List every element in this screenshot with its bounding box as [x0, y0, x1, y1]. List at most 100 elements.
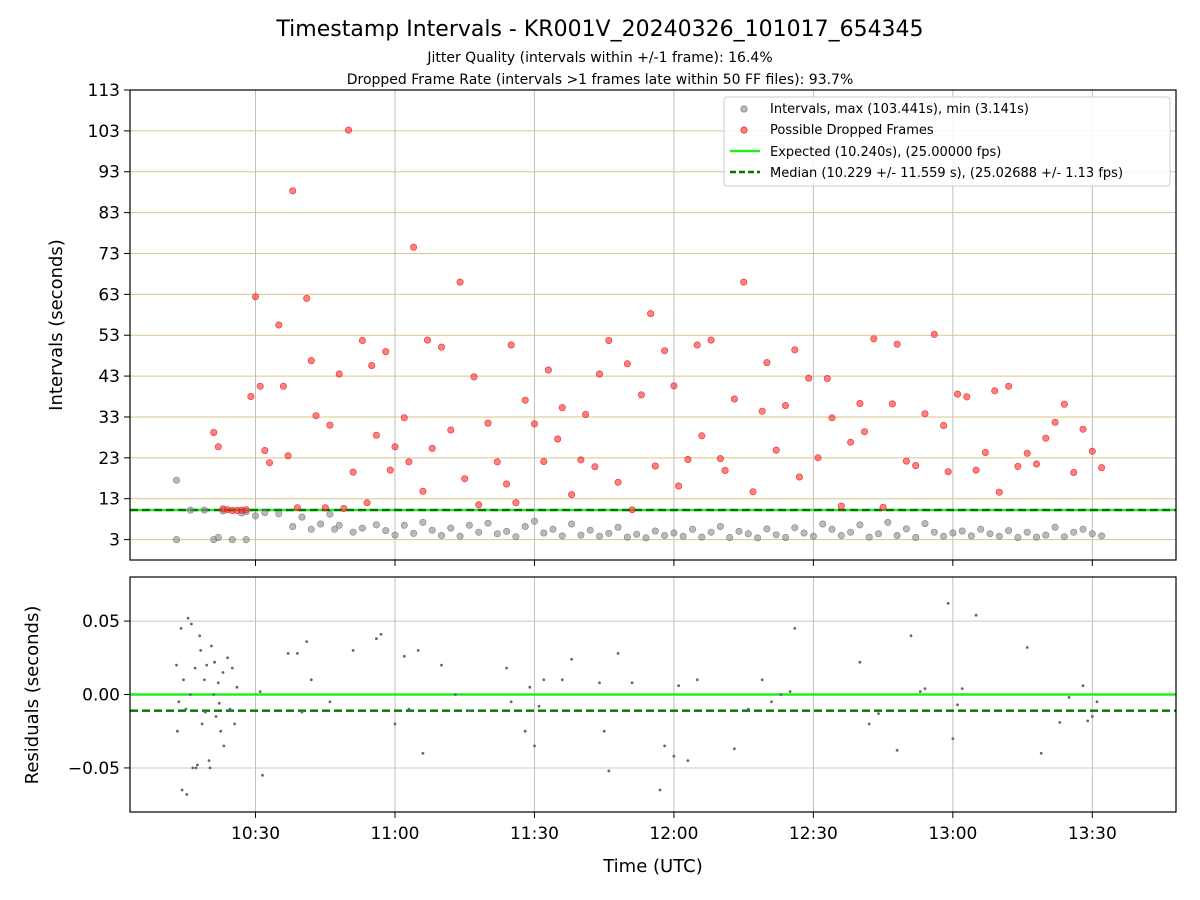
residual-point — [182, 678, 185, 682]
dropped-frame-point — [991, 387, 999, 395]
dropped-frame-point — [1042, 434, 1050, 442]
residual-point — [663, 744, 666, 748]
residual-point — [1039, 751, 1043, 755]
interval-point — [930, 528, 938, 536]
interval-point — [642, 534, 650, 542]
interval-point — [763, 525, 771, 533]
dropped-frame-point — [963, 393, 971, 401]
interval-point — [884, 518, 892, 526]
y-tick-label: 103 — [88, 122, 120, 142]
dropped-frame-point — [651, 462, 659, 470]
interval-point — [679, 532, 687, 540]
y-tick-label: 113 — [88, 81, 120, 101]
x-tick-label: 12:30 — [789, 824, 838, 844]
dropped-frame-point — [740, 278, 748, 286]
interval-point — [995, 532, 1003, 540]
interval-point — [707, 528, 715, 536]
dropped-frame-point — [503, 480, 511, 488]
residual-point — [200, 722, 204, 726]
residual-point — [375, 637, 378, 641]
residual-point — [793, 627, 797, 630]
residual-point — [616, 652, 620, 655]
x-tick-label: 13:00 — [928, 824, 977, 844]
dropped-frame-point — [893, 340, 901, 348]
interval-point — [595, 532, 603, 540]
residual-point — [212, 693, 216, 696]
intervals-points — [173, 126, 1106, 544]
dropped-frame-point — [405, 458, 413, 466]
residual-point — [185, 793, 189, 796]
interval-point — [1023, 528, 1031, 536]
y-tick-label: 13 — [98, 490, 120, 510]
dropped-frame-point — [721, 466, 729, 474]
dropped-frame-point — [484, 419, 492, 427]
dropped-frame-point — [814, 454, 822, 462]
dropped-frame-point — [605, 336, 613, 344]
residual-point — [858, 660, 862, 664]
residual-point — [1086, 719, 1090, 723]
dropped-frame-point — [447, 426, 455, 434]
residual-point — [199, 649, 203, 652]
interval-point — [893, 531, 901, 539]
dropped-frame-point — [675, 482, 683, 490]
residual-point — [198, 634, 202, 638]
interval-point — [382, 527, 390, 535]
interval-point — [614, 523, 622, 531]
dropped-frame-point — [349, 468, 357, 476]
residual-point — [214, 715, 218, 718]
interval-point — [437, 531, 445, 539]
dropped-frame-point — [1098, 464, 1106, 472]
dropped-frame-point — [577, 456, 585, 464]
dropped-frame-point — [837, 502, 845, 510]
residual-point — [607, 769, 611, 773]
dropped-frame-point — [544, 366, 552, 374]
dropped-frame-point — [363, 499, 371, 507]
dropped-frame-point — [293, 504, 301, 512]
residual-point — [1067, 696, 1071, 699]
residual-point — [895, 748, 899, 752]
interval-point — [503, 527, 511, 535]
residual-point — [407, 707, 411, 711]
dropped-frame-point — [944, 468, 952, 476]
interval-point — [967, 532, 975, 540]
residual-point — [190, 622, 193, 626]
y-tick-label: 3 — [109, 531, 120, 551]
dropped-frame-point — [995, 488, 1003, 496]
dropped-frame-point — [335, 370, 343, 378]
dropped-frame-point — [284, 452, 292, 460]
residual-point — [602, 729, 606, 733]
residual-point — [1081, 684, 1085, 688]
residual-point — [1095, 700, 1099, 704]
dropped-frame-point — [921, 410, 929, 418]
residual-point — [672, 754, 676, 758]
residuals-points — [175, 602, 1099, 796]
dropped-frame-point — [312, 412, 320, 420]
interval-point — [228, 536, 236, 544]
figure-subtitle-jitter: Jitter Quality (intervals within +/-1 fr… — [426, 50, 772, 66]
residual-point — [296, 652, 299, 655]
residual-point — [205, 663, 209, 667]
dropped-frame-point — [265, 459, 273, 467]
interval-point — [261, 509, 269, 517]
interval-point — [1005, 527, 1013, 535]
residual-point — [309, 678, 313, 682]
interval-point — [651, 527, 659, 535]
dropped-frame-point — [419, 487, 427, 495]
residual-point — [208, 766, 212, 770]
residual-point — [946, 602, 950, 605]
residual-point — [421, 751, 425, 755]
interval-point — [800, 529, 808, 537]
residual-point — [746, 707, 750, 711]
x-tick-label: 11:00 — [370, 824, 419, 844]
residual-point — [760, 678, 764, 682]
y-tick-label: 73 — [98, 244, 120, 264]
dropped-frame-point — [647, 310, 655, 318]
intervals-panel: 3 13 23 33 43 53 63 73 83 93 103 113 Intervals (sec… — [46, 81, 1177, 566]
residual-point — [351, 649, 355, 652]
residual-point — [186, 616, 190, 620]
dropped-frame-point — [307, 357, 315, 365]
residual-point — [877, 712, 880, 715]
dropped-frame-point — [856, 399, 864, 407]
interval-point — [331, 525, 339, 533]
interval-point — [289, 522, 297, 530]
